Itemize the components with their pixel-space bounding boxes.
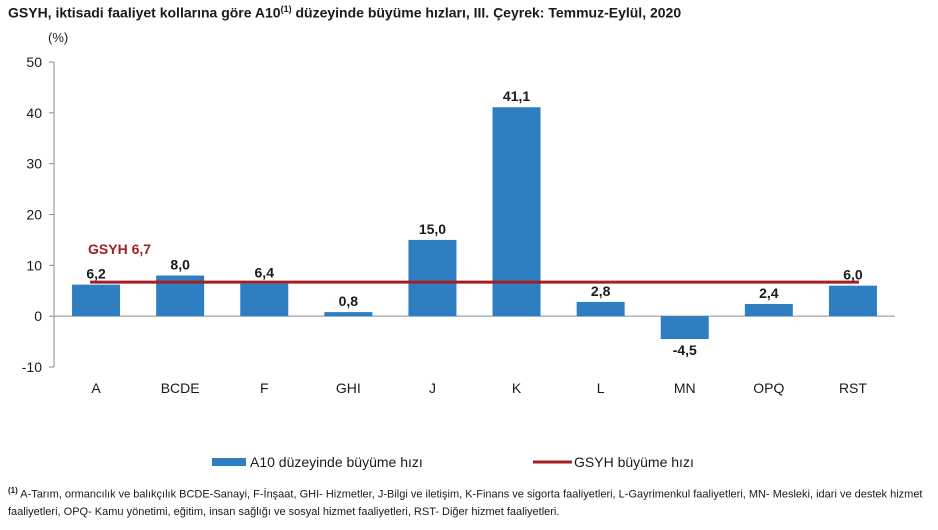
bar-MN xyxy=(660,316,709,340)
value-label: -4,5 xyxy=(673,342,697,358)
value-label: 2,4 xyxy=(759,285,779,301)
value-label: 41,1 xyxy=(503,88,530,104)
value-label: 6,4 xyxy=(255,265,275,281)
bars xyxy=(72,107,877,340)
value-label: 8,0 xyxy=(170,257,190,273)
footnote-sup: (1) xyxy=(8,486,18,495)
chart-title-rest: düzeyinde büyüme hızları, III. Çeyrek: T… xyxy=(291,4,682,21)
footnote-text: A-Tarım, ormancılık ve balıkçılık BCDE-S… xyxy=(8,488,923,518)
bar-L xyxy=(576,301,625,317)
y-tick-label: 20 xyxy=(26,207,42,223)
footnote: (1) A-Tarım, ormancılık ve balıkçılık BC… xyxy=(8,482,933,521)
value-label: 6,2 xyxy=(86,266,106,282)
x-tick-label: A xyxy=(91,380,101,396)
x-tick-label: K xyxy=(512,380,522,396)
bar-A xyxy=(72,284,121,317)
chart-title-sup: (1) xyxy=(280,4,292,14)
bar-K xyxy=(492,107,541,317)
value-label: 2,8 xyxy=(591,283,611,299)
x-tick-label: L xyxy=(597,380,605,396)
x-tick-label: MN xyxy=(674,380,696,396)
y-tick-label: 40 xyxy=(26,105,42,121)
x-tick-label: J xyxy=(429,380,436,396)
bar-GHI xyxy=(324,312,373,317)
value-label: 15,0 xyxy=(419,221,446,237)
bar-chart: -10 0 10 20 30 40 50 A BCDE F GHI J K L MN OPQ RST GSYH … xyxy=(22,54,895,470)
x-tick-label: BCDE xyxy=(161,380,200,396)
x-tick-label: OPQ xyxy=(753,380,784,396)
gdp-line-label: GSYH 6,7 xyxy=(88,241,151,257)
bar-RST xyxy=(828,285,877,317)
x-tick-label: GHI xyxy=(336,380,361,396)
gdp-line-group: GSYH 6,7 xyxy=(88,241,859,284)
y-tick-label: 0 xyxy=(34,308,42,324)
axes: -10 0 10 20 30 40 50 A BCDE F GHI J K L MN OPQ RST xyxy=(22,54,895,396)
legend-line-label: GSYH büyüme hızı xyxy=(574,454,694,470)
value-labels: 6,2 8,0 6,4 0,8 15,0 41,1 2,8 -4,5 2,4 6,0 xyxy=(86,88,863,358)
legend: A10 düzeyinde büyüme hızı GSYH büyüme hız… xyxy=(212,454,694,470)
chart-title-main: GSYH, iktisadi faaliyet kollarına göre A… xyxy=(8,4,281,21)
x-tick-label: RST xyxy=(839,380,867,396)
y-tick-label: 50 xyxy=(26,54,42,70)
value-label: 0,8 xyxy=(339,293,359,309)
legend-bar-swatch xyxy=(212,458,246,466)
y-tick-label: 10 xyxy=(26,257,42,273)
bar-J xyxy=(408,239,457,317)
x-tick-label: F xyxy=(260,380,269,396)
bar-F xyxy=(240,283,289,317)
legend-bar-label: A10 düzeyinde büyüme hızı xyxy=(250,454,423,470)
bar-OPQ xyxy=(744,303,793,317)
chart-title: GSYH, iktisadi faaliyet kollarına göre A… xyxy=(8,4,933,21)
value-label: 6,0 xyxy=(843,267,863,283)
y-tick-label: -10 xyxy=(22,359,42,375)
y-tick-label: 30 xyxy=(26,156,42,172)
y-axis-unit: (%) xyxy=(48,30,69,45)
